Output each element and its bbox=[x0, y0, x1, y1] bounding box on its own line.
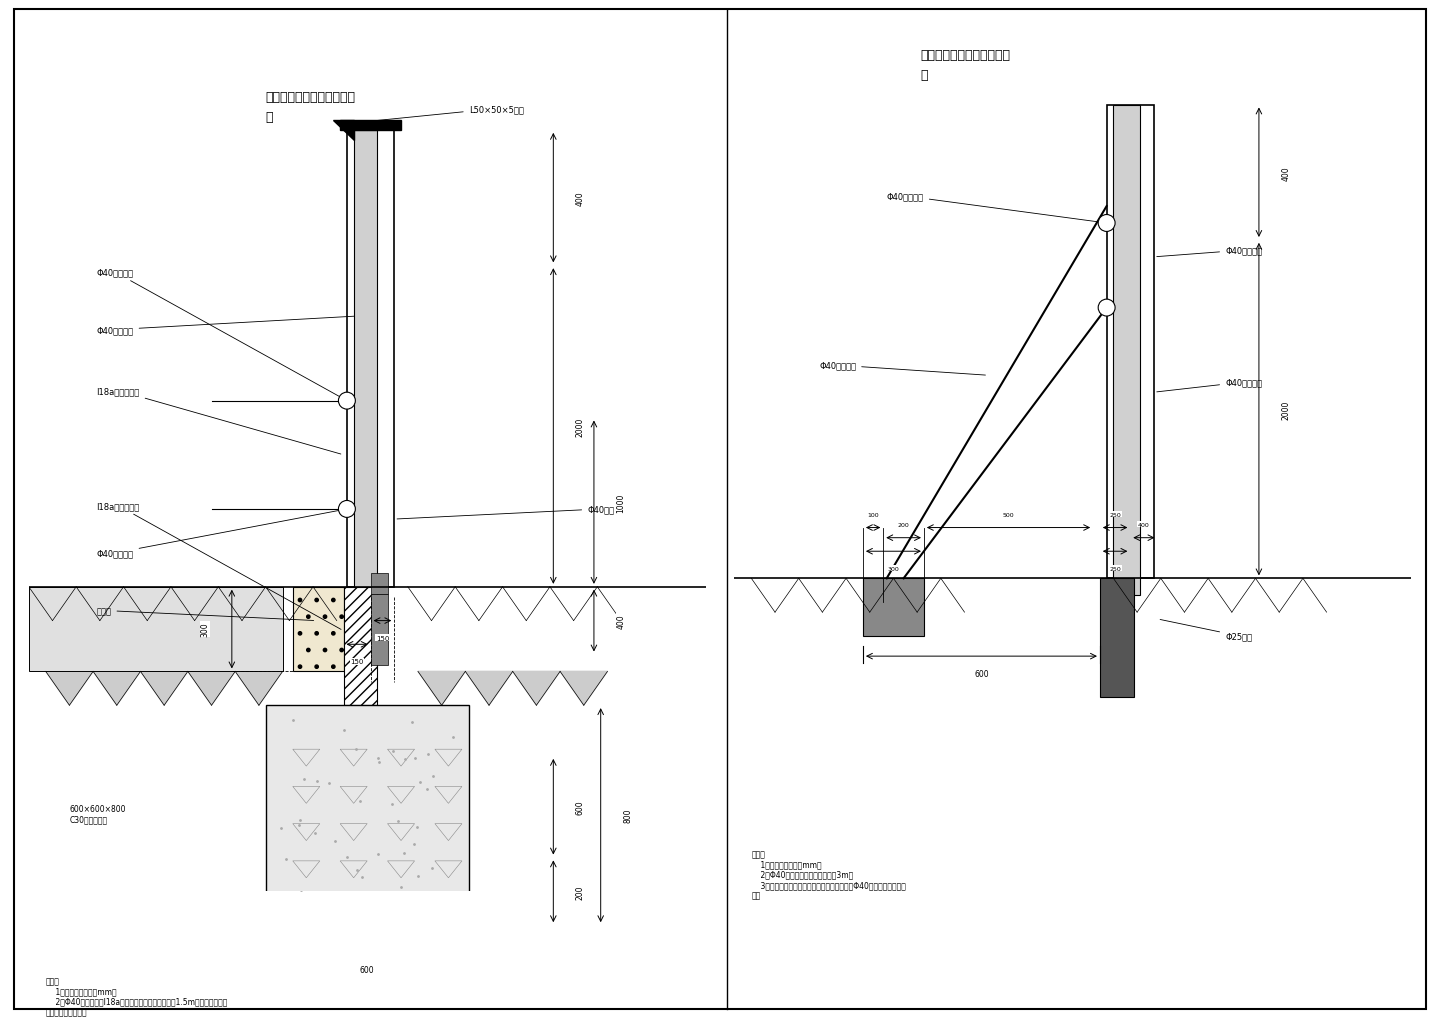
Polygon shape bbox=[334, 120, 354, 141]
Text: 250: 250 bbox=[1109, 512, 1120, 517]
Polygon shape bbox=[94, 672, 141, 705]
Bar bbox=[29, 587, 282, 672]
Text: Φ25钢筋: Φ25钢筋 bbox=[1161, 620, 1253, 641]
Text: Φ40钢管斜撑: Φ40钢管斜撑 bbox=[819, 362, 985, 376]
Text: I18a工字钢立柱: I18a工字钢立柱 bbox=[96, 501, 341, 630]
Text: Φ40钢管立柱: Φ40钢管立柱 bbox=[96, 317, 354, 335]
Bar bbox=[1106, 105, 1153, 579]
Text: 800: 800 bbox=[624, 808, 632, 822]
Polygon shape bbox=[235, 672, 282, 705]
Text: 600: 600 bbox=[576, 800, 585, 814]
Bar bbox=[863, 579, 924, 636]
Circle shape bbox=[338, 392, 356, 410]
Polygon shape bbox=[340, 120, 400, 130]
Text: Φ40钢管: Φ40钢管 bbox=[397, 505, 615, 520]
Text: 300: 300 bbox=[887, 567, 900, 571]
Polygon shape bbox=[465, 672, 513, 705]
Circle shape bbox=[338, 501, 356, 518]
Text: 2000: 2000 bbox=[576, 417, 585, 436]
Text: I18a工字钢横梁: I18a工字钢横梁 bbox=[96, 386, 341, 454]
Text: 200: 200 bbox=[576, 884, 585, 899]
Text: 600×600×800
C30混凝土基础: 600×600×800 C30混凝土基础 bbox=[69, 804, 125, 823]
Text: 600: 600 bbox=[973, 668, 989, 678]
Bar bbox=[354, 130, 377, 604]
Text: 说明：
    1、本图尺寸单位为mm；
    2、Φ40钢管立柱顺围挡方向间距3m；
    3、施工时，所有管件均扣件连接，围挡板与Φ40钢管横梁用铁丝绑: 说明： 1、本图尺寸单位为mm； 2、Φ40钢管立柱顺围挡方向间距3m； 3、施… bbox=[752, 849, 906, 900]
Bar bbox=[266, 705, 469, 925]
Text: 100: 100 bbox=[867, 512, 878, 517]
Bar bbox=[1100, 579, 1133, 697]
Circle shape bbox=[1099, 300, 1115, 317]
Polygon shape bbox=[513, 672, 560, 705]
Text: Φ40钢管横梁: Φ40钢管横梁 bbox=[96, 510, 344, 557]
Bar bbox=[347, 130, 395, 587]
Text: 挡水墙: 挡水墙 bbox=[96, 606, 314, 621]
Text: 600: 600 bbox=[360, 965, 374, 974]
Text: 300: 300 bbox=[200, 623, 209, 637]
Circle shape bbox=[1099, 215, 1115, 232]
Text: 400: 400 bbox=[1138, 522, 1149, 527]
Text: 250: 250 bbox=[1109, 567, 1120, 571]
Bar bbox=[370, 594, 387, 665]
Bar bbox=[292, 587, 344, 672]
Text: L50×50×5角钢: L50×50×5角钢 bbox=[353, 105, 524, 123]
Polygon shape bbox=[46, 672, 94, 705]
Bar bbox=[1113, 105, 1140, 596]
Text: 车站主体明挖围挡加固施工: 车站主体明挖围挡加固施工 bbox=[266, 91, 356, 104]
Text: 说明：
    1、本图尺寸单位为mm；
    2、Φ40钢管立柱、I18a工字钢立柱顺围挡方向间距1.5m，立柱在围挡拐
角处间距适当调整；
    3、Φ: 说明： 1、本图尺寸单位为mm； 2、Φ40钢管立柱、I18a工字钢立柱顺围挡方… bbox=[46, 976, 235, 1019]
Polygon shape bbox=[187, 672, 235, 705]
Text: 200: 200 bbox=[897, 522, 910, 527]
Text: 400: 400 bbox=[1282, 166, 1290, 180]
Text: 500: 500 bbox=[1002, 512, 1014, 517]
Polygon shape bbox=[418, 672, 465, 705]
Bar bbox=[370, 574, 387, 594]
Text: 图: 图 bbox=[920, 69, 927, 82]
Text: 400: 400 bbox=[616, 613, 625, 629]
Text: 150: 150 bbox=[376, 635, 389, 641]
Text: Φ40钢管立柱: Φ40钢管立柱 bbox=[1156, 247, 1263, 258]
Text: 2000: 2000 bbox=[1282, 400, 1290, 420]
Text: Φ40钢管横梁: Φ40钢管横梁 bbox=[887, 193, 1104, 223]
Polygon shape bbox=[560, 672, 608, 705]
Polygon shape bbox=[141, 672, 187, 705]
Text: Φ40钢管横梁: Φ40钢管横梁 bbox=[96, 268, 344, 399]
Text: 400: 400 bbox=[576, 192, 585, 206]
Text: 1000: 1000 bbox=[616, 493, 625, 513]
Text: 150: 150 bbox=[350, 658, 364, 664]
Text: 车站主体明挖临时围挡施工: 车站主体明挖临时围挡施工 bbox=[920, 49, 1011, 61]
Text: Φ40钢管横梁: Φ40钢管横梁 bbox=[1156, 378, 1263, 392]
Bar bbox=[344, 587, 377, 705]
Text: 图: 图 bbox=[266, 111, 274, 124]
